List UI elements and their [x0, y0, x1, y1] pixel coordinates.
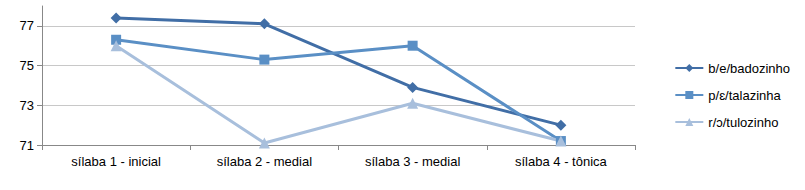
svg-text:b/e/badozinho: b/e/badozinho	[708, 61, 790, 76]
svg-text:sílaba 3 - medial: sílaba 3 - medial	[365, 154, 460, 169]
svg-text:73: 73	[20, 98, 34, 113]
svg-text:p/ɛ/talazinha: p/ɛ/talazinha	[708, 88, 781, 103]
svg-text:sílaba 2 - medial: sílaba 2 - medial	[217, 154, 312, 169]
svg-text:71: 71	[20, 138, 34, 153]
svg-text:75: 75	[20, 58, 34, 73]
svg-text:r/ɔ/tulozinho: r/ɔ/tulozinho	[708, 115, 778, 130]
svg-text:sílaba 4 - tônica: sílaba 4 - tônica	[515, 154, 608, 169]
svg-text:77: 77	[20, 18, 34, 33]
svg-text:sílaba 1 - inicial: sílaba 1 - inicial	[71, 154, 161, 169]
